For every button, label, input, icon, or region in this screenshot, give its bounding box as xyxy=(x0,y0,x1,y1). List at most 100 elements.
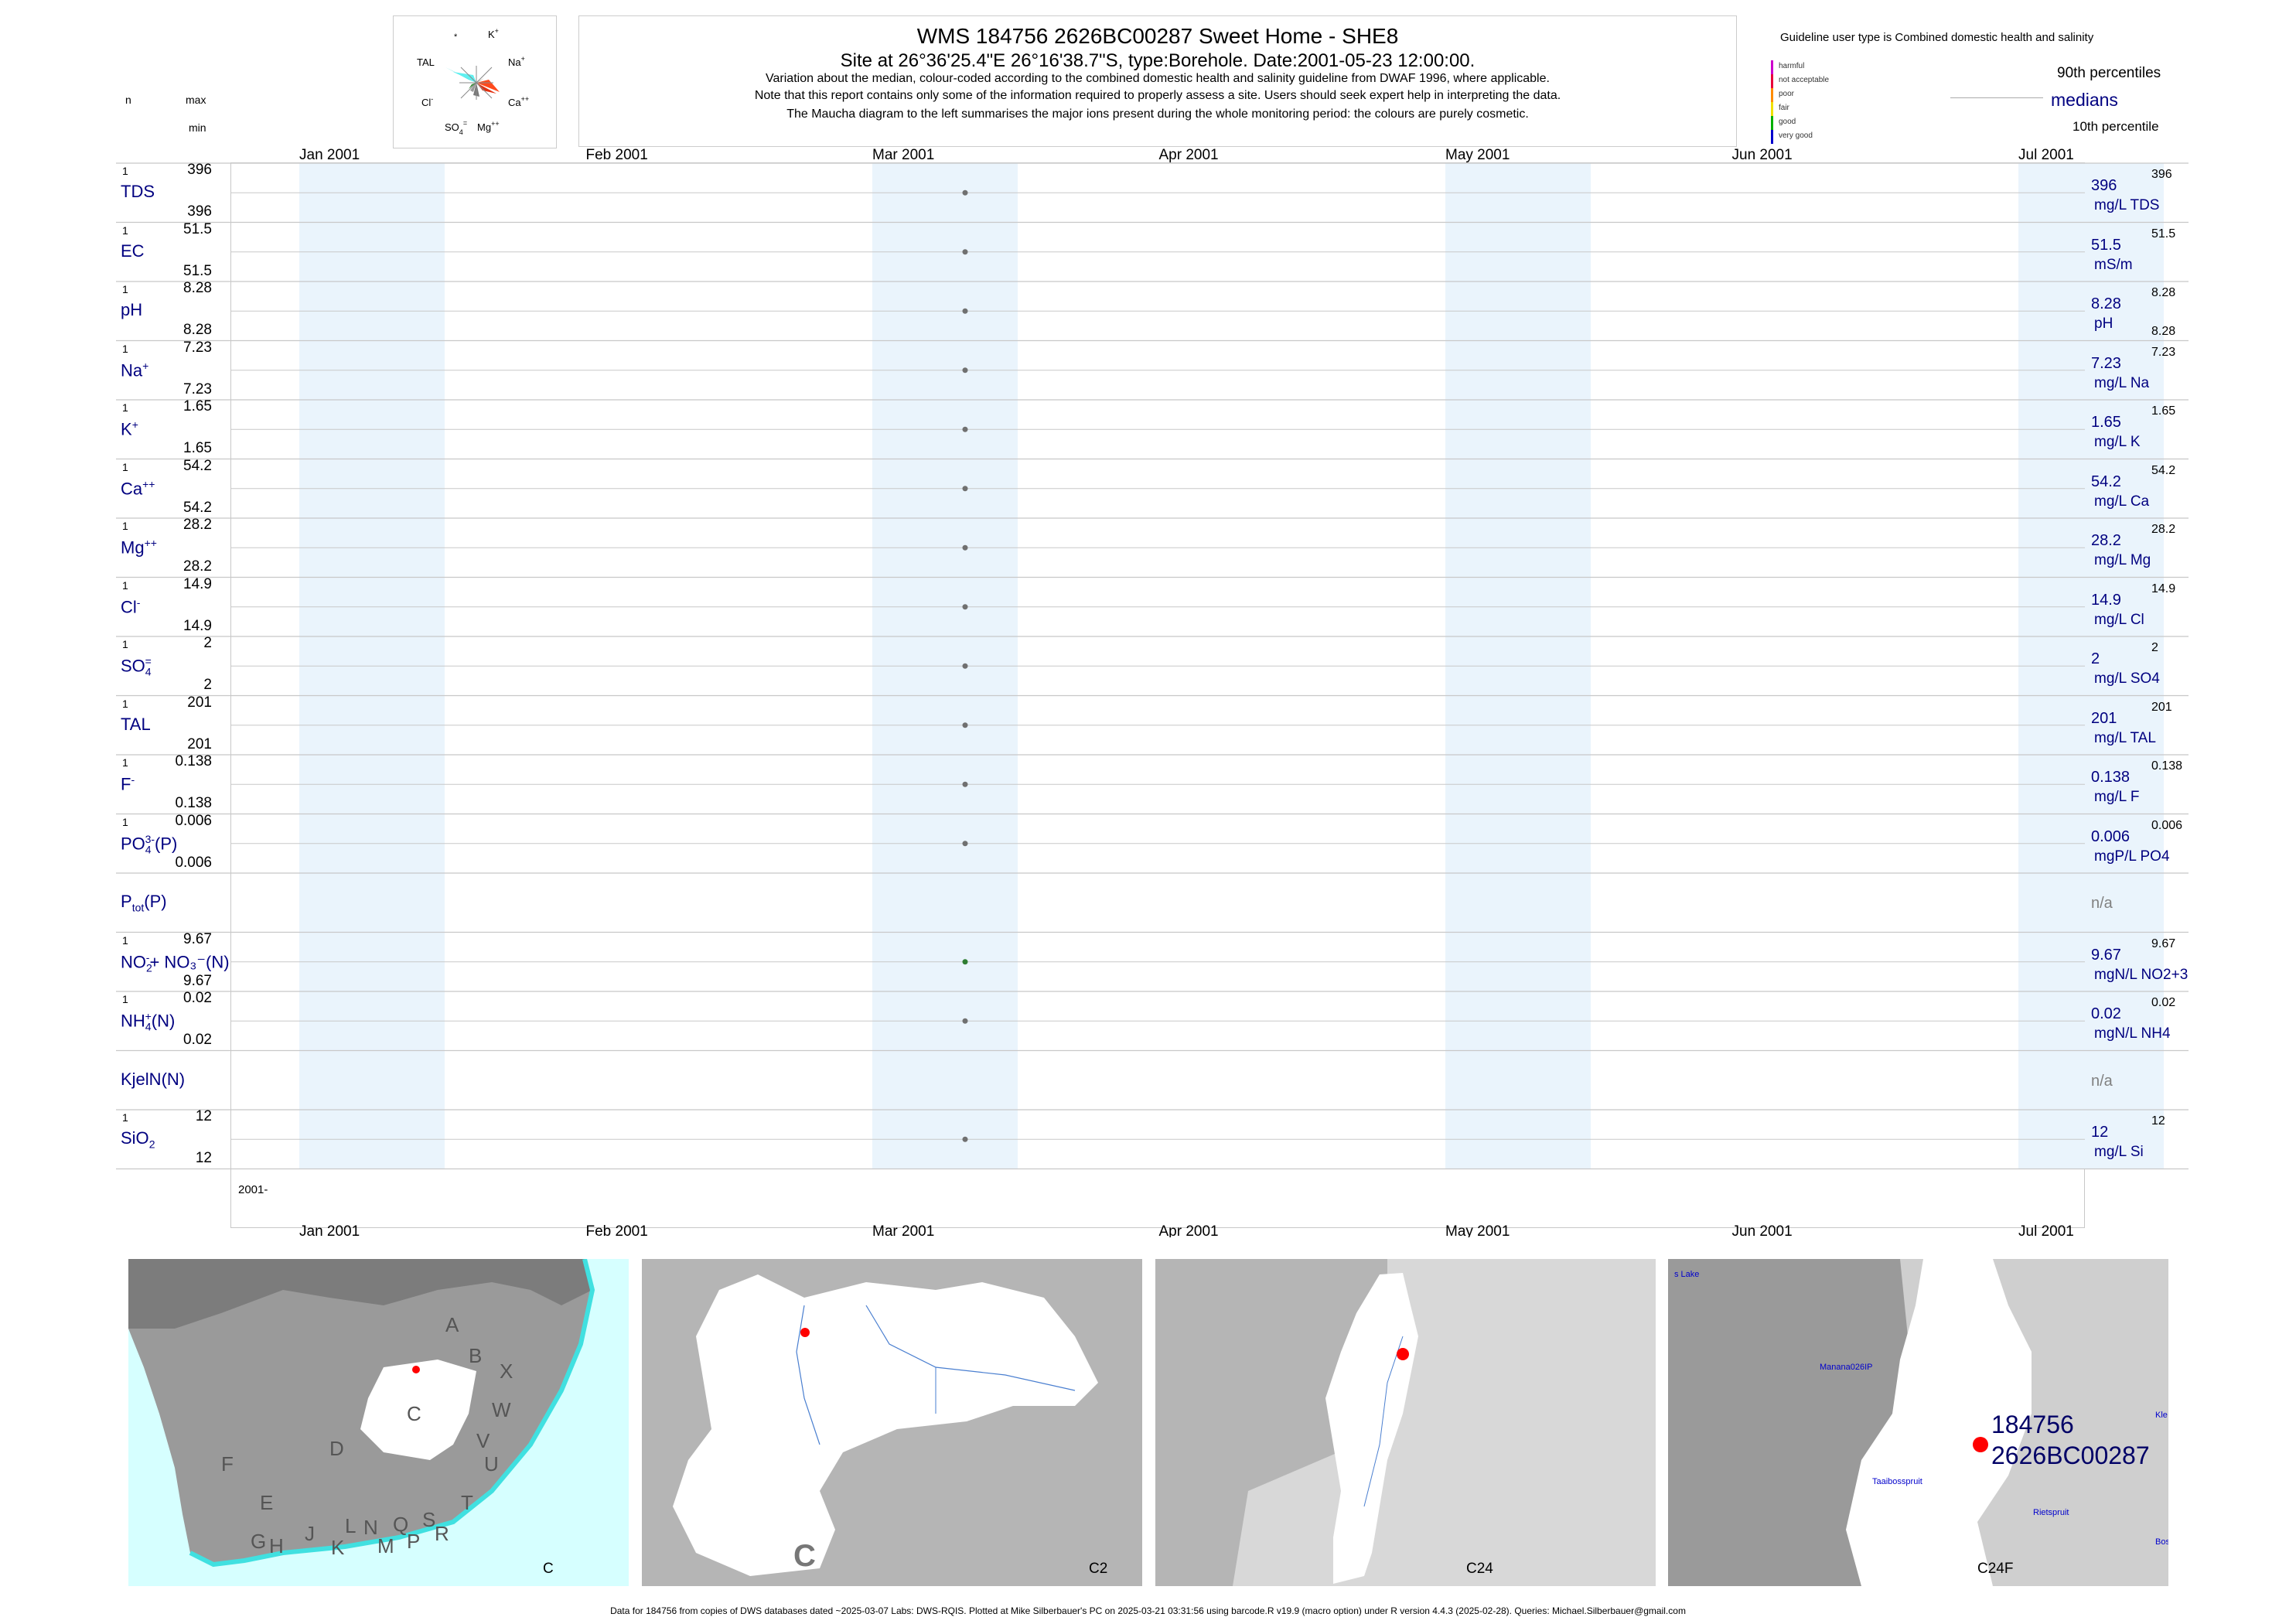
row-right-max: 1.65 xyxy=(2151,404,2176,418)
row-left-labels: 1 14.9 14.9 Cl- xyxy=(0,576,224,637)
row-left-labels: Ptot(P) xyxy=(0,873,224,933)
row-right-value: 2 xyxy=(2091,650,2100,667)
map-panel3-label: C24 xyxy=(1466,1561,1493,1577)
param-name: EC xyxy=(121,241,145,261)
legend-class-label: not acceptable xyxy=(1779,76,1830,84)
map-sa-coast xyxy=(189,1259,595,1568)
region-letter: A xyxy=(445,1313,459,1336)
param-superscript: - xyxy=(131,773,135,786)
map-c24-river xyxy=(1363,1336,1404,1507)
maucha-cl-label: Cl- xyxy=(421,95,433,108)
row-right-value: n/a xyxy=(2091,1072,2113,1090)
legend-class-label: fair xyxy=(1779,104,1789,112)
param-name: PO xyxy=(121,833,145,853)
row-right-labels: 0.02 mgN/L NH4 0.02 xyxy=(2091,991,2192,1051)
region-letter: S xyxy=(422,1508,436,1531)
row-right-value: 201 xyxy=(2091,709,2117,727)
map-sa-svg xyxy=(128,1259,595,1568)
map-c24-svg xyxy=(1155,1259,1656,1586)
legend-class-label: very good xyxy=(1779,131,1813,140)
note-line-3: The Maucha diagram to the left summarise… xyxy=(786,107,1529,121)
row-n: 1 xyxy=(122,460,128,473)
param-name: TDS xyxy=(121,182,155,201)
row-n: 1 xyxy=(122,933,128,947)
param-name: Na xyxy=(121,360,143,380)
row-parameter-label: KjelN(N) xyxy=(121,1070,185,1090)
maucha-na-label: Na+ xyxy=(508,55,525,68)
row-right-unit: pH xyxy=(2094,316,2113,332)
row-right-value: 1.65 xyxy=(2091,414,2121,431)
row-right-value: 54.2 xyxy=(2091,473,2121,490)
param-superscript: + xyxy=(142,359,149,372)
legend-class-label: good xyxy=(1779,118,1796,126)
year-label: 2001- xyxy=(238,1183,268,1196)
map-sa-site-dot xyxy=(412,1366,420,1373)
legend-classes: harmful not acceptable poor fair good very go… xyxy=(1771,60,1864,145)
row-n: 1 xyxy=(122,342,128,355)
footer: Data for 184756 from copies of DWS datab… xyxy=(610,1605,1686,1616)
row-min: 2 xyxy=(203,677,212,693)
maucha-so4-wedge xyxy=(470,83,476,92)
map-sa-land xyxy=(128,1259,592,1564)
row-max: 1.65 xyxy=(183,398,212,415)
sample-point xyxy=(962,367,968,374)
bottom-month-label: Jun 2001 xyxy=(1732,1223,1793,1237)
maucha-svg: * K+ TAL Na+ Cl- Ca++ SO4= Mg++ xyxy=(417,27,529,136)
row-right-labels: 7.23 mg/L Na 7.23 xyxy=(2091,341,2192,401)
row-min: 1.65 xyxy=(183,440,212,456)
map-panel4-label: C24F xyxy=(1977,1561,2014,1577)
bottom-month-label: Jan 2001 xyxy=(299,1223,360,1237)
param-name: Ca xyxy=(121,478,143,498)
row-parameter-label: K+ xyxy=(121,418,138,439)
row-right-labels: 1.65 mg/L K 1.65 xyxy=(2091,400,2192,459)
place-taaibosspruit: Taaibosspruit xyxy=(1872,1477,1922,1486)
sample-point xyxy=(962,841,968,847)
row-left-labels: 1 0.02 0.02 NH4+(N) xyxy=(0,990,224,1051)
row-right-unit: mS/m xyxy=(2094,256,2133,273)
param-subscript: 4 xyxy=(145,1020,152,1033)
row-right-unit: mg/L Mg xyxy=(2094,552,2151,568)
top-month-label: Mar 2001 xyxy=(872,147,934,163)
row-min: 201 xyxy=(187,735,212,752)
row-max: 7.23 xyxy=(183,339,212,356)
row-min: 0.02 xyxy=(183,1032,212,1048)
barcode-chart: Jan 2001 Jan 2001 Feb 2001 Feb 2001 Mar 2001… xyxy=(116,147,2189,1237)
row-min: 0.006 xyxy=(175,854,212,871)
row-parameter-label: Mg++ xyxy=(121,537,157,558)
sample-point xyxy=(962,544,968,551)
sample-point xyxy=(962,1136,968,1142)
region-letter: H xyxy=(269,1534,284,1557)
row-max: 8.28 xyxy=(183,280,212,296)
row-left-labels: 1 28.2 28.2 Mg++ xyxy=(0,517,224,578)
top-month-label: Jul 2001 xyxy=(2018,147,2074,163)
map-c2-catchment xyxy=(673,1274,1098,1576)
row-right-max: 8.28 xyxy=(2151,286,2176,299)
row-parameter-label: SO4= xyxy=(121,655,152,678)
row-n: 1 xyxy=(122,578,128,592)
row-parameter-label: SiO2 xyxy=(121,1128,155,1150)
map-c2-river-1 xyxy=(796,1305,820,1445)
maucha-mg-label: Mg++ xyxy=(477,120,500,133)
row-right-unit: mg/L TDS xyxy=(2094,197,2160,213)
maucha-tal-wedge-2 xyxy=(453,72,476,83)
region-letter: T xyxy=(461,1491,473,1514)
row-max: 2 xyxy=(203,635,212,651)
bottom-month-label: Mar 2001 xyxy=(872,1223,934,1237)
row-right-unit: mgP/L PO4 xyxy=(2094,848,2170,865)
row-n: 1 xyxy=(122,401,128,414)
row-n: 1 xyxy=(122,283,128,295)
param-suffix: (P) xyxy=(144,892,167,911)
param-superscript: ++ xyxy=(144,537,157,549)
map-c24-catchment xyxy=(1325,1273,1418,1584)
param-name: pH xyxy=(121,300,143,319)
row-right-unit: mgN/L NH4 xyxy=(2094,1025,2171,1042)
sample-point xyxy=(962,249,968,255)
region-letter: E xyxy=(260,1491,274,1514)
param-suffix: + NO₃⁻(N) xyxy=(149,951,230,971)
row-left-labels: 1 0.006 0.006 PO43-(P) xyxy=(0,813,224,874)
map-c24f-site-dot xyxy=(1973,1437,1988,1452)
row-right-unit: mg/L Na xyxy=(2094,374,2150,391)
row-right-labels: 201 mg/L TAL 201 xyxy=(2091,696,2192,756)
row-left-labels: 1 2 2 SO4= xyxy=(0,635,224,696)
map-sa-catchment-c xyxy=(360,1360,476,1460)
